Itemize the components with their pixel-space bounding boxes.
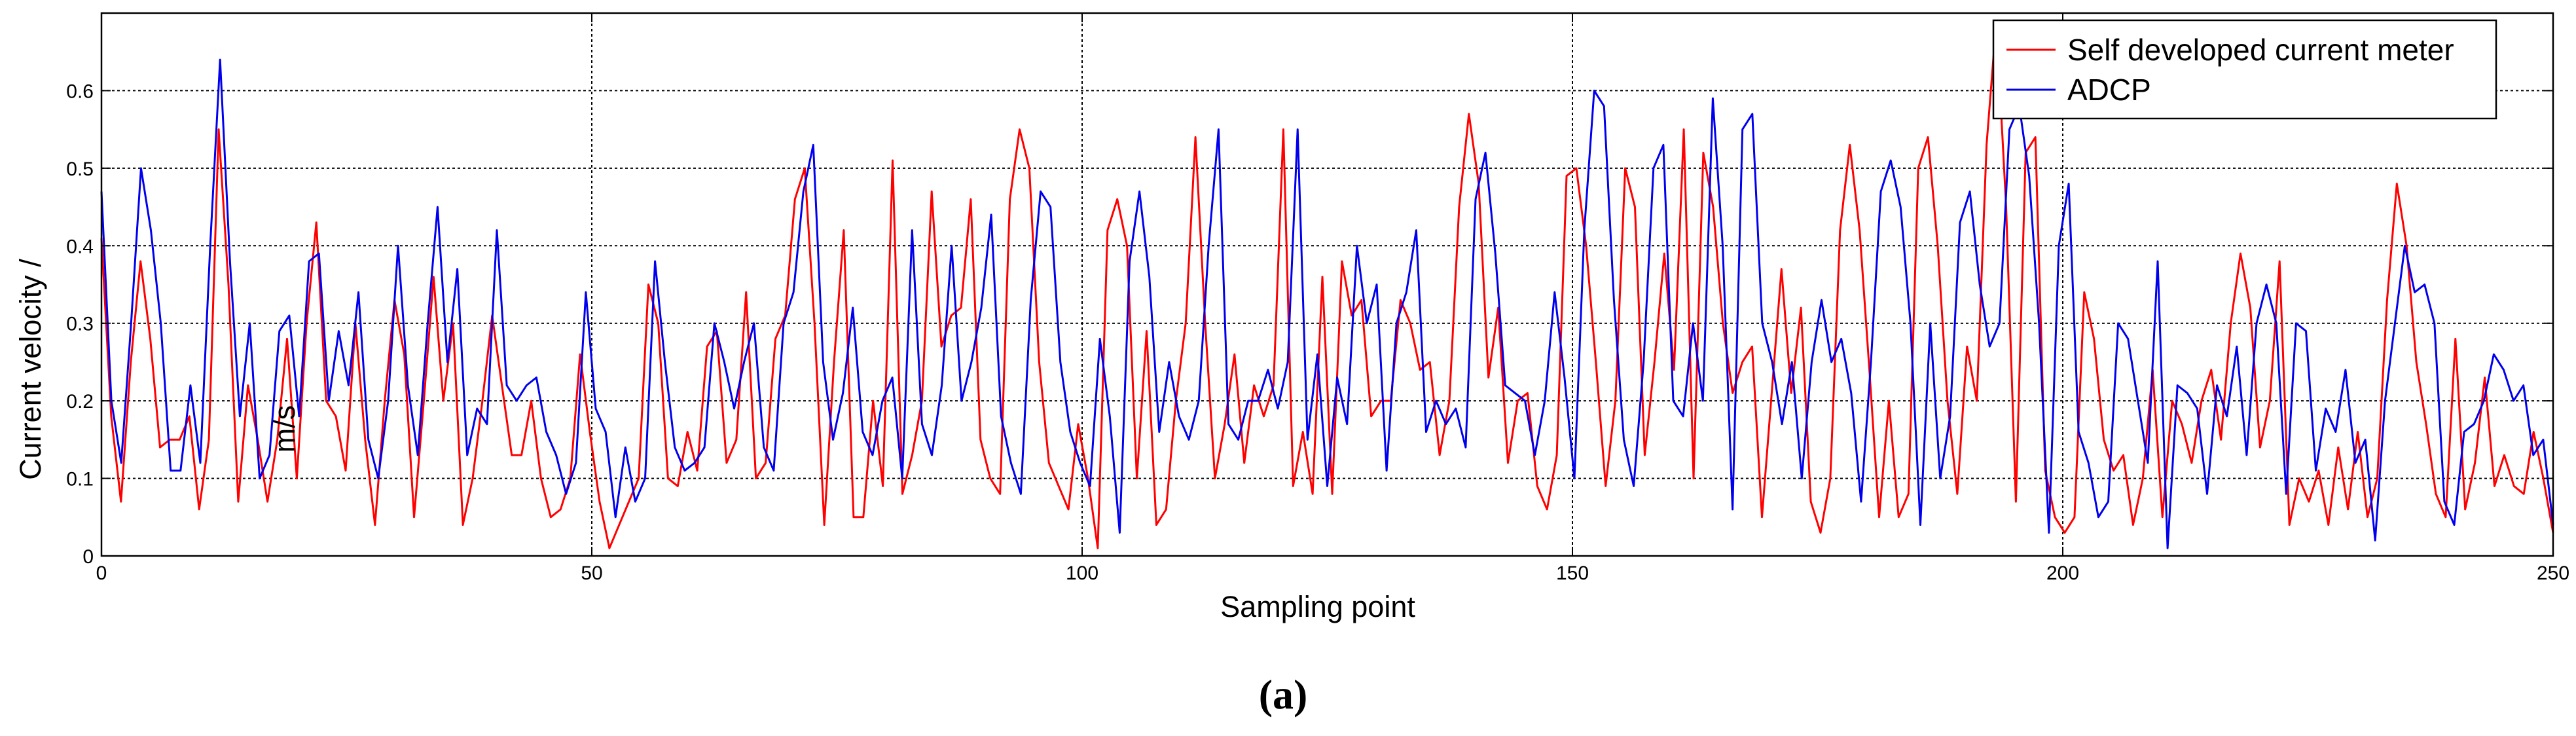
x-tick-label: 250 <box>2537 562 2569 584</box>
y-axis-unit-label: m/s <box>268 405 301 453</box>
x-tick-label: 200 <box>2046 562 2079 584</box>
x-tick-labels: 0 50 100 150 200 250 <box>96 562 2569 584</box>
figure-caption: (a) <box>1259 671 1308 718</box>
x-axis-label: Sampling point <box>1220 590 1415 623</box>
tick-marks <box>101 13 2554 557</box>
y-tick-label: 0.2 <box>66 391 94 413</box>
plot-frame <box>100 12 2554 557</box>
legend-label-adcp: ADCP <box>2067 73 2151 107</box>
y-tick-label: 0 <box>82 546 94 568</box>
y-tick-label: 0.3 <box>66 314 94 335</box>
y-tick-labels: 0 0.1 0.2 0.3 0.4 0.5 0.6 <box>66 81 94 568</box>
y-tick-label: 0.5 <box>66 158 94 180</box>
y-tick-label: 0.6 <box>66 81 94 102</box>
series-line-self-developed <box>100 20 2554 549</box>
x-tick-label: 150 <box>1556 562 1589 584</box>
series-line-adcp <box>100 58 2554 549</box>
legend-box <box>1992 19 2497 120</box>
y-tick-label: 0.4 <box>66 236 94 257</box>
y-axis-label: Current velocity / <box>14 259 47 480</box>
legend-label-self-developed: Self developed current meter <box>2067 33 2454 67</box>
x-tick-label: 0 <box>96 562 107 584</box>
y-tick-label: 0.1 <box>66 469 94 490</box>
series-layer <box>100 20 2554 549</box>
x-tick-label: 100 <box>1066 562 1098 584</box>
x-tick-label: 50 <box>581 562 602 584</box>
legend: Self developed current meter ADCP <box>1992 19 2497 120</box>
